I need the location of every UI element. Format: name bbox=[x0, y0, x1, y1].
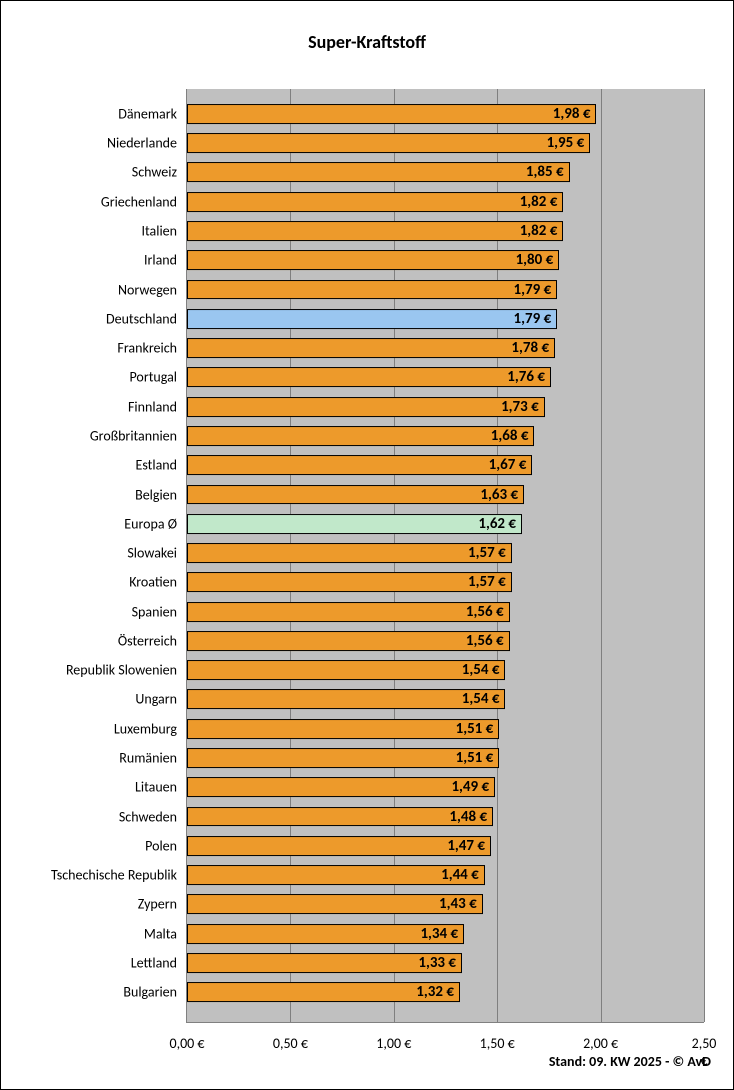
category-label: Deutschland bbox=[106, 310, 177, 327]
category-label: Kroatien bbox=[129, 574, 177, 591]
plot-area: 0,00 €0,50 €1,00 €1,50 €2,00 €2,50 €1,98… bbox=[186, 89, 704, 1023]
gridline bbox=[601, 89, 602, 1022]
value-label: 1,63 € bbox=[187, 486, 518, 504]
category-label: Belgien bbox=[135, 486, 177, 503]
value-label: 1,67 € bbox=[187, 456, 526, 474]
value-label: 1,85 € bbox=[187, 163, 564, 181]
category-label: Rumänien bbox=[119, 750, 177, 767]
category-label: Niederlande bbox=[107, 135, 177, 152]
category-label: Portugal bbox=[129, 369, 177, 386]
value-label: 1,34 € bbox=[187, 925, 458, 943]
category-label: Estland bbox=[136, 457, 177, 474]
category-label: Irland bbox=[144, 252, 177, 269]
value-label: 1,79 € bbox=[187, 310, 551, 328]
value-label: 1,57 € bbox=[187, 544, 506, 562]
value-label: 1,44 € bbox=[187, 866, 479, 884]
value-label: 1,80 € bbox=[187, 251, 553, 269]
x-tick-label: 2,00 € bbox=[583, 1035, 618, 1052]
gridline bbox=[704, 89, 705, 1022]
category-label: Ungarn bbox=[135, 691, 177, 708]
category-label: Tschechische Republik bbox=[51, 867, 177, 884]
value-label: 1,79 € bbox=[187, 281, 551, 299]
category-label: Lettland bbox=[131, 954, 177, 971]
x-tick-label: 1,50 € bbox=[480, 1035, 515, 1052]
value-label: 1,82 € bbox=[187, 222, 557, 240]
caption: Stand: 09. KW 2025 - © AvD bbox=[549, 1053, 711, 1070]
category-label: Zypern bbox=[138, 896, 177, 913]
category-label: Luxemburg bbox=[114, 720, 177, 737]
category-label: Norwegen bbox=[118, 281, 177, 298]
value-label: 1,48 € bbox=[187, 808, 487, 826]
plot-wrap: 0,00 €0,50 €1,00 €1,50 €2,00 €2,50 €1,98… bbox=[1, 89, 733, 1023]
category-label: Griechenland bbox=[101, 193, 177, 210]
value-label: 1,73 € bbox=[187, 398, 539, 416]
value-label: 1,76 € bbox=[187, 368, 545, 386]
category-label: Schweden bbox=[119, 808, 177, 825]
value-label: 1,56 € bbox=[187, 632, 504, 650]
category-label: Bulgarien bbox=[123, 984, 177, 1001]
value-label: 1,43 € bbox=[187, 895, 477, 913]
value-label: 1,33 € bbox=[187, 954, 456, 972]
category-label: Großbritannien bbox=[90, 427, 177, 444]
category-label: Republik Slowenien bbox=[66, 662, 177, 679]
category-label: Slowakei bbox=[127, 545, 177, 562]
category-label: Dänemark bbox=[118, 105, 177, 122]
category-label: Litauen bbox=[135, 779, 177, 796]
category-label: Italien bbox=[142, 223, 178, 240]
value-label: 1,32 € bbox=[187, 983, 454, 1001]
category-label: Finnland bbox=[128, 398, 177, 415]
category-label: Frankreich bbox=[117, 340, 177, 357]
value-label: 1,98 € bbox=[187, 105, 590, 123]
x-tick-label: 0,00 € bbox=[169, 1035, 204, 1052]
value-label: 1,82 € bbox=[187, 193, 557, 211]
value-label: 1,54 € bbox=[187, 661, 499, 679]
value-label: 1,54 € bbox=[187, 690, 499, 708]
value-label: 1,51 € bbox=[187, 749, 493, 767]
value-label: 1,49 € bbox=[187, 778, 489, 796]
category-label: Polen bbox=[145, 837, 177, 854]
x-tick-label: 1,00 € bbox=[376, 1035, 411, 1052]
category-label: Europa Ø bbox=[124, 515, 177, 532]
value-label: 1,51 € bbox=[187, 720, 493, 738]
value-label: 1,68 € bbox=[187, 427, 528, 445]
value-label: 1,56 € bbox=[187, 603, 504, 621]
value-label: 1,95 € bbox=[187, 134, 584, 152]
value-label: 1,47 € bbox=[187, 837, 485, 855]
value-label: 1,57 € bbox=[187, 573, 506, 591]
value-label: 1,78 € bbox=[187, 339, 549, 357]
chart-title: Super-Kraftstoff bbox=[1, 31, 733, 53]
category-label: Schweiz bbox=[132, 164, 177, 181]
x-tick-label: 0,50 € bbox=[273, 1035, 308, 1052]
category-label: Spanien bbox=[132, 603, 177, 620]
value-label: 1,62 € bbox=[187, 515, 516, 533]
category-label: Österreich bbox=[118, 632, 177, 649]
category-label: Malta bbox=[144, 925, 177, 942]
